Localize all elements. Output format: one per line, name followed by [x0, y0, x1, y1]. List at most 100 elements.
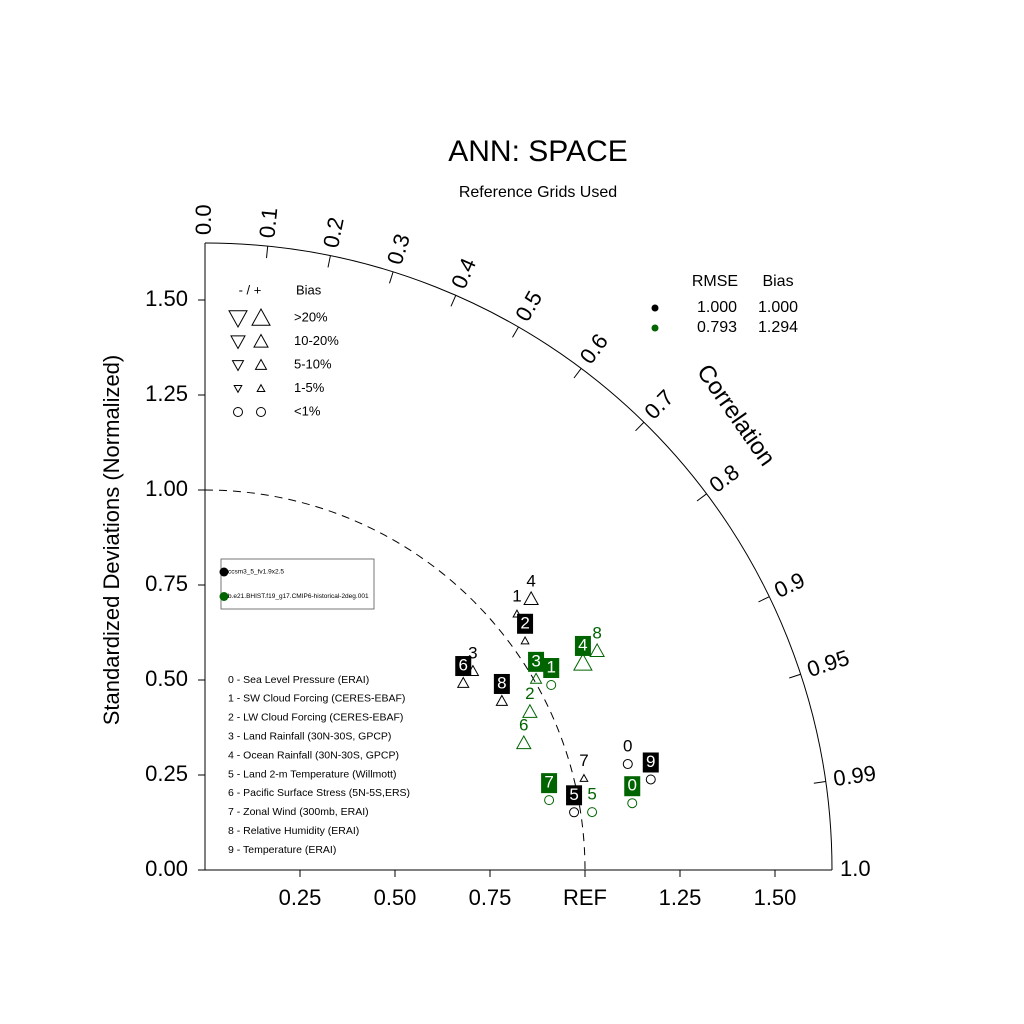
- point-label: 0: [628, 776, 637, 795]
- point-label-box: [543, 658, 560, 679]
- variable-label: 1 - SW Cloud Forcing (CERES-EBAF): [228, 693, 405, 705]
- stats-value: 1.294: [758, 319, 798, 336]
- bias-legend-symbol: [256, 407, 266, 417]
- case-legend-dot: [219, 567, 229, 577]
- corr-tick: [512, 326, 519, 338]
- chart-title: ANN: SPACE: [448, 135, 628, 168]
- point-label: 7: [579, 751, 588, 770]
- point-marker: [627, 798, 638, 809]
- point-marker: [587, 807, 598, 818]
- point-marker: [520, 635, 530, 645]
- variable-label: 0 - Sea Level Pressure (ERAI): [228, 674, 369, 686]
- corr-tick-label: 0.7: [639, 385, 678, 424]
- variable-label: 7 - Zonal Wind (300mb, ERAI): [228, 806, 369, 818]
- bias-legend-symbol: [230, 335, 246, 350]
- corr-tick: [758, 596, 770, 603]
- point-label: 8: [592, 623, 601, 642]
- bias-legend-header: Bias: [296, 282, 322, 297]
- point-label-box: [566, 785, 583, 806]
- corr-tick-label: 0.8: [704, 459, 743, 497]
- corr-tick-label: 0.0: [191, 204, 216, 235]
- point-label: 3: [531, 651, 540, 670]
- bias-legend-symbol: [233, 384, 243, 394]
- point-label: 3: [468, 644, 477, 663]
- x-tick-label: 0.50: [374, 885, 417, 910]
- point-label-box: [455, 656, 472, 677]
- point-marker: [569, 807, 580, 818]
- legend-box: [220, 558, 375, 610]
- point-marker: [456, 676, 470, 688]
- variable-label: 2 - LW Cloud Forcing (CERES-EBAF): [228, 712, 403, 724]
- stats-value: 0.793: [697, 319, 737, 336]
- bias-legend-symbol: [228, 310, 248, 329]
- bias-legend-symbol: [254, 358, 268, 370]
- x-tick-label: 1.50: [754, 885, 797, 910]
- variable-label: 9 - Temperature (ERAI): [228, 844, 336, 856]
- point-marker: [512, 609, 522, 618]
- ref-arc: [204, 489, 586, 871]
- outer-arc: [204, 242, 833, 871]
- bias-legend-label: 10-20%: [294, 333, 339, 348]
- bias-legend-symbol: [253, 333, 269, 348]
- point-label-box: [624, 776, 641, 797]
- point-label: 6: [459, 656, 468, 675]
- point-marker: [495, 694, 509, 706]
- corr-tick: [573, 368, 582, 379]
- point-label: 2: [520, 613, 529, 632]
- corr-tick-label: 0.5: [510, 286, 547, 325]
- point-label: 5: [569, 785, 578, 804]
- corr-tick: [635, 421, 645, 432]
- y-tick-label: 1.25: [145, 381, 188, 406]
- corr-tick: [450, 295, 457, 307]
- point-marker: [529, 672, 543, 684]
- variable-label: 6 - Pacific Surface Stress (5N-5S,ERS): [228, 787, 410, 799]
- bias-legend-header: - / +: [239, 282, 262, 297]
- case-legend-label: ccsm3_5_fv1.9x2.5: [228, 569, 284, 576]
- case-legend-dot: [219, 592, 229, 601]
- point-marker: [544, 795, 555, 806]
- corr-tick: [696, 493, 707, 502]
- point-label: 0: [623, 737, 632, 756]
- corr-tick-label: 0.3: [382, 231, 415, 268]
- y-tick-label: 1.50: [145, 286, 188, 311]
- y-tick-label: 0.75: [145, 571, 188, 596]
- point-label: 6: [519, 715, 528, 734]
- x-tick-label: REF: [563, 885, 607, 910]
- point-label-box: [642, 752, 659, 773]
- point-marker: [523, 590, 539, 606]
- point-label: 1: [512, 586, 521, 605]
- correlation-label: Correlation: [691, 360, 780, 472]
- point-marker: [573, 652, 593, 671]
- corr-tick-label: 0.95: [804, 645, 852, 682]
- corr-tick: [789, 673, 801, 679]
- corr-tick-label: 0.2: [318, 215, 349, 250]
- point-marker: [622, 759, 633, 770]
- y-tick-label: 1.00: [145, 476, 188, 501]
- x-tick-label: 0.75: [469, 885, 512, 910]
- corr-tick: [266, 246, 269, 259]
- point-marker: [589, 642, 605, 658]
- point-label-box: [541, 773, 558, 794]
- stats-header: Bias: [762, 273, 793, 290]
- corr-tick-label: 1.0: [840, 856, 871, 881]
- x-tick-label: 1.25: [659, 885, 702, 910]
- point-label-box: [574, 635, 591, 656]
- y-axis-label: Standardized Deviations (Normalized): [99, 355, 124, 726]
- point-label: 4: [526, 571, 535, 590]
- stats-header: RMSE: [692, 273, 738, 290]
- point-marker: [579, 773, 589, 782]
- point-marker: [546, 680, 557, 691]
- bias-legend-label: 5-10%: [294, 356, 332, 371]
- variable-label: 3 - Land Rainfall (30N-30S, GPCP): [228, 730, 391, 742]
- point-marker: [515, 734, 532, 750]
- bias-legend-label: 1-5%: [294, 380, 325, 395]
- y-tick-label: 0.50: [145, 666, 188, 691]
- corr-tick-label: 0.1: [254, 206, 282, 239]
- stats-legend-dot: [651, 324, 659, 332]
- bias-legend-symbol: [256, 383, 266, 393]
- variable-label: 8 - Relative Humidity (ERAI): [228, 825, 359, 837]
- corr-tick-label: 0.4: [446, 254, 481, 292]
- chart-subtitle: Reference Grids Used: [459, 184, 617, 201]
- corr-tick-label: 0.9: [770, 567, 808, 603]
- variable-label: 5 - Land 2-m Temperature (Willmott): [228, 768, 396, 780]
